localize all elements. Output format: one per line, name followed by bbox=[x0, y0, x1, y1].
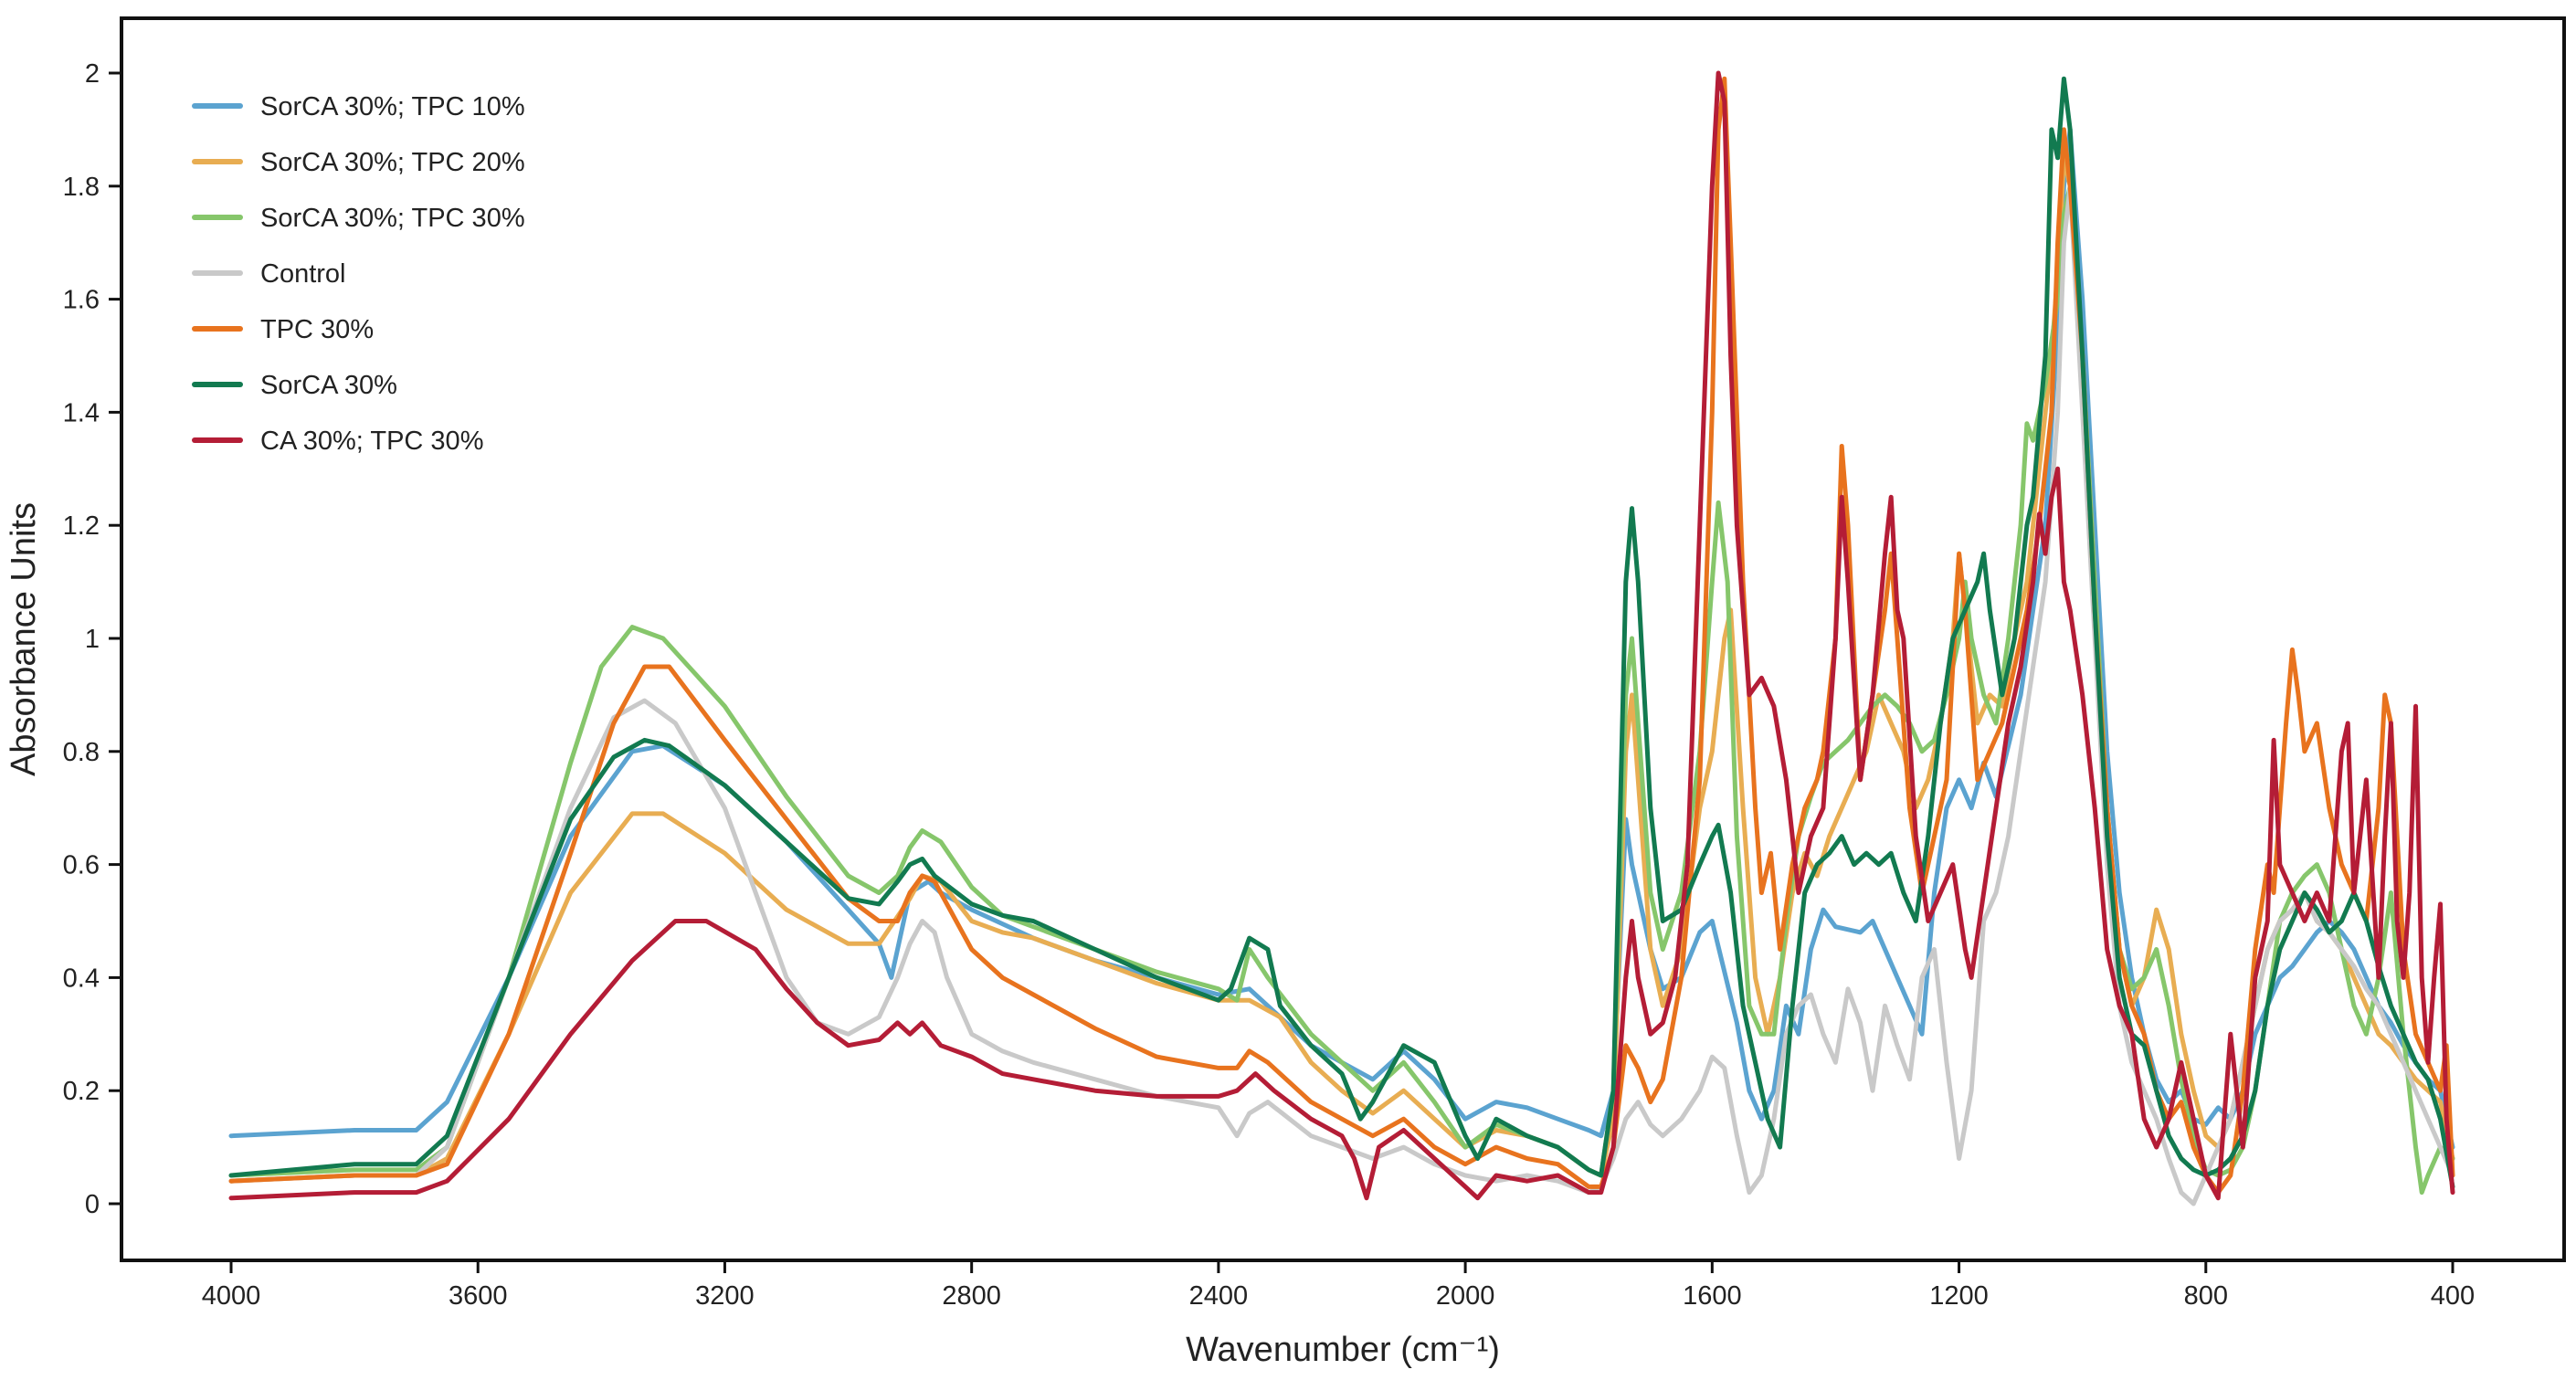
y-tick-label: 0.8 bbox=[63, 738, 100, 767]
series-line-6 bbox=[228, 76, 2455, 1189]
y-tick-label: 0.6 bbox=[63, 851, 100, 880]
series-line-2 bbox=[228, 155, 2455, 1184]
x-tick-label: 400 bbox=[2431, 1281, 2475, 1311]
x-tick-label: 2800 bbox=[942, 1281, 1001, 1311]
x-tick-label: 1200 bbox=[1929, 1281, 1989, 1311]
series-line-4 bbox=[228, 184, 2455, 1206]
series-line-7 bbox=[228, 70, 2455, 1201]
legend-label-2: SorCA 30%; TPC 20% bbox=[260, 148, 525, 177]
x-tick-label: 2000 bbox=[1436, 1281, 1495, 1311]
x-axis-title: Wavenumber (cm⁻¹) bbox=[1186, 1331, 1500, 1369]
x-tick-label: 3200 bbox=[695, 1281, 755, 1311]
y-tick-label: 1.4 bbox=[63, 398, 100, 427]
y-tick-label: 1.6 bbox=[63, 286, 100, 315]
y-tick-label: 1 bbox=[85, 625, 100, 654]
y-tick-label: 1.2 bbox=[63, 511, 100, 541]
x-tick-label: 800 bbox=[2184, 1281, 2228, 1311]
legend-label-6: SorCA 30% bbox=[260, 371, 397, 400]
x-tick-label: 4000 bbox=[202, 1281, 261, 1311]
y-axis-title: Absorbance Units bbox=[5, 502, 43, 776]
legend-label-7: CA 30%; TPC 30% bbox=[260, 427, 483, 456]
y-tick-label: 0.2 bbox=[63, 1077, 100, 1106]
legend-label-3: SorCA 30%; TPC 30% bbox=[260, 204, 525, 233]
x-tick-label: 1600 bbox=[1683, 1281, 1742, 1311]
y-tick-label: 1.8 bbox=[63, 173, 100, 202]
x-tick-label: 2400 bbox=[1189, 1281, 1249, 1311]
series-layer bbox=[228, 70, 2455, 1206]
y-tick-label: 2 bbox=[85, 59, 100, 89]
y-tick-label: 0 bbox=[85, 1190, 100, 1219]
legend-label-4: Control bbox=[260, 259, 346, 289]
y-axis: 0 0.2 0.4 0.6 0.8 1 1.2 1.4 1.6 1.8 2 bbox=[63, 59, 121, 1219]
series-line-5 bbox=[228, 76, 2455, 1196]
y-tick-label: 0.4 bbox=[63, 964, 100, 993]
legend-label-1: SorCA 30%; TPC 10% bbox=[260, 92, 525, 121]
x-axis: 4000 3600 3200 2800 2400 2000 1600 1200 800 400 bbox=[202, 1260, 2475, 1311]
legend: SorCA 30%; TPC 10% SorCA 30%; TPC 20% SorC… bbox=[192, 92, 525, 456]
x-tick-label: 3600 bbox=[449, 1281, 508, 1311]
legend-label-5: TPC 30% bbox=[260, 315, 374, 344]
